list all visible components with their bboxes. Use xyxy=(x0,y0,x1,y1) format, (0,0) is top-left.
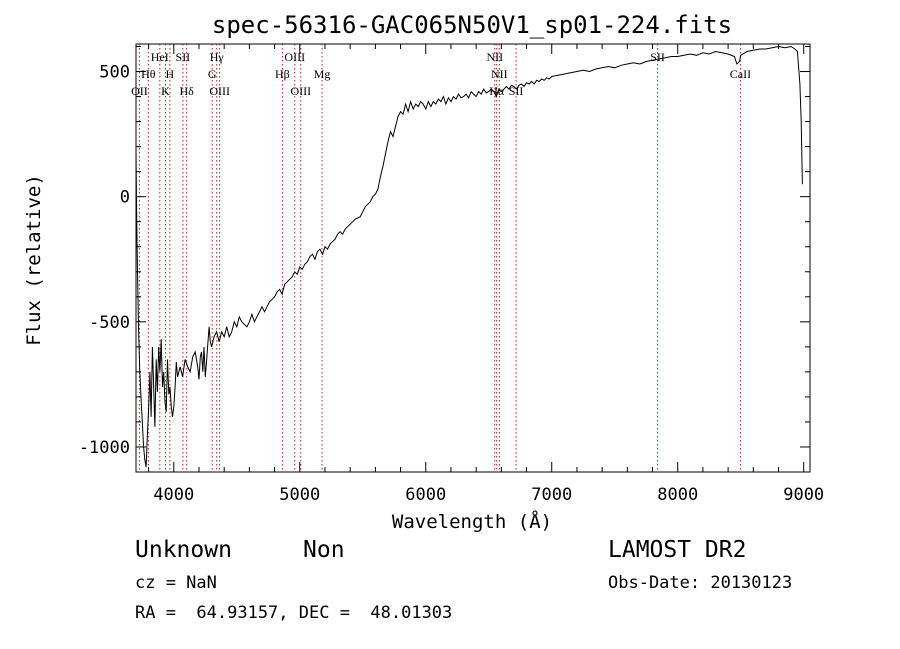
line-marker-label: G xyxy=(208,67,217,81)
y-tick-label: 0 xyxy=(120,188,130,208)
coordinates-label: RA = 64.93157, DEC = 48.01303 xyxy=(135,603,453,623)
line-marker-label: NII xyxy=(486,50,503,64)
line-marker-label: NII xyxy=(491,67,508,81)
line-marker-label: Hα xyxy=(489,84,505,98)
emission-line-labels: OIIHθHeIKHSIIHδHγGOIIIHβOIIIOIIIMgNIINII… xyxy=(131,50,751,98)
y-axis-label: Flux (relative) xyxy=(23,174,45,346)
x-tick-label: 8000 xyxy=(657,485,698,505)
line-marker-label: OIII xyxy=(284,50,305,64)
x-tick-label: 9000 xyxy=(783,485,824,505)
x-tick-label: 7000 xyxy=(531,485,572,505)
x-tick-label: 4000 xyxy=(153,485,194,505)
line-marker-label: H xyxy=(166,67,175,81)
line-marker-label: Hβ xyxy=(275,67,290,81)
x-axis-ticks: 4000 5000 6000 7000 8000 9000 xyxy=(148,44,824,505)
x-axis-label: Wavelength (Å) xyxy=(392,510,552,533)
x-tick-label: 6000 xyxy=(405,485,446,505)
chart-title: spec-56316-GAC065N50V1_sp01-224.fits xyxy=(212,11,732,39)
obs-date-label: Obs-Date: 20130123 xyxy=(608,573,793,593)
y-tick-label: -500 xyxy=(89,313,130,333)
line-marker-label: SII xyxy=(176,50,191,64)
line-marker-label: CaII xyxy=(730,67,751,81)
emission-line-markers xyxy=(138,44,741,472)
line-marker-label: Hδ xyxy=(179,84,194,98)
line-marker-label: Hγ xyxy=(210,50,225,64)
line-marker-label: SII xyxy=(509,84,524,98)
x-tick-label: 5000 xyxy=(279,485,320,505)
line-marker-label: OII xyxy=(131,84,148,98)
line-marker-label: OIII xyxy=(209,84,230,98)
spectrum-line xyxy=(135,45,803,468)
line-marker-label: HeI xyxy=(151,50,169,64)
line-marker-label: Hθ xyxy=(141,67,156,81)
y-tick-label: 500 xyxy=(99,63,130,83)
line-marker-label: K xyxy=(161,84,170,98)
survey-label: LAMOST DR2 xyxy=(608,537,747,563)
class-label: Unknown xyxy=(135,537,232,563)
line-marker-label: SII xyxy=(650,50,665,64)
plot-frame xyxy=(135,43,811,473)
subclass-label: Non xyxy=(303,537,345,563)
line-marker-label: Mg xyxy=(314,67,331,81)
y-tick-label: -1000 xyxy=(79,438,130,458)
y-axis-ticks: -1000 -500 0 500 xyxy=(79,46,810,473)
redshift-label: cz = NaN xyxy=(135,573,217,593)
line-marker-label: OIII xyxy=(290,84,311,98)
